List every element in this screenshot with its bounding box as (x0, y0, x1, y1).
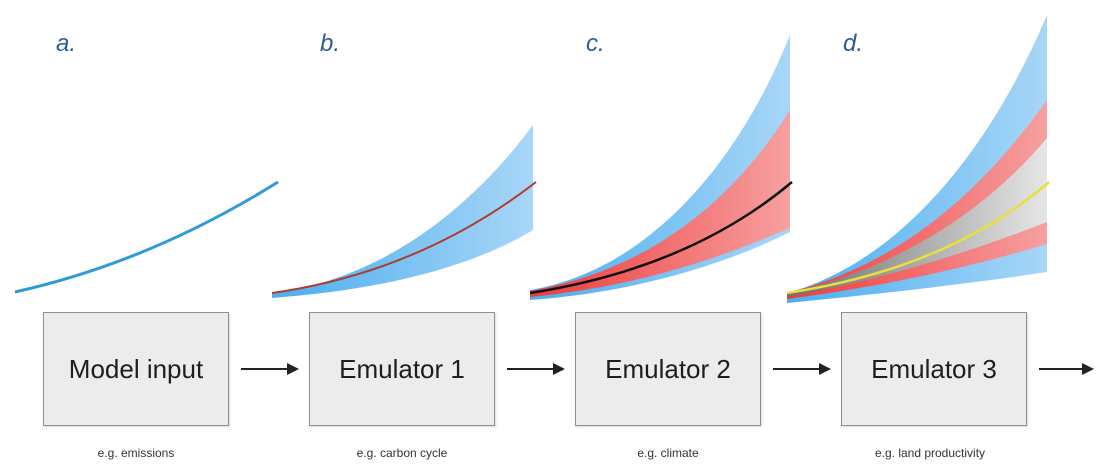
arrow-head-3 (819, 363, 831, 375)
panel-letter-c: c. (586, 30, 605, 57)
land-mean-line (786, 181, 1050, 295)
emulator-2-label: Emulator 2 (605, 353, 731, 384)
model-input-box: Model input (43, 312, 229, 426)
caption-climate: e.g. climate (637, 446, 699, 460)
panel-letter-a: a. (56, 30, 77, 57)
panel-letter-b: b. (320, 30, 341, 57)
arrow-head-1 (287, 363, 299, 375)
climate-mean-line (529, 181, 793, 295)
uncertainty-curves (14, 15, 1050, 303)
panel-letter-d: d. (843, 30, 864, 57)
model-input-label: Model input (68, 353, 204, 384)
arrow-head-2 (553, 363, 565, 375)
climate-red-band (530, 110, 790, 297)
carbon-cycle-mean-line (271, 181, 537, 294)
caption-land-productivity: e.g. land productivity (874, 446, 986, 460)
emulator-3-box: Emulator 3 (841, 312, 1027, 426)
emulator-1-box: Emulator 1 (309, 312, 495, 426)
emulator-3-label: Emulator 3 (871, 353, 997, 384)
caption-carbon-cycle: e.g. carbon cycle (356, 446, 448, 460)
carbon-cycle-blue-band (272, 125, 533, 298)
arrow-head-4 (1082, 363, 1094, 375)
land-grey-band (787, 138, 1047, 297)
caption-emissions: e.g. emissions (97, 446, 175, 460)
land-red-band (787, 100, 1047, 299)
emulator-1-label: Emulator 1 (339, 353, 465, 384)
emulator-2-box: Emulator 2 (575, 312, 761, 426)
input-curve (14, 180, 279, 294)
